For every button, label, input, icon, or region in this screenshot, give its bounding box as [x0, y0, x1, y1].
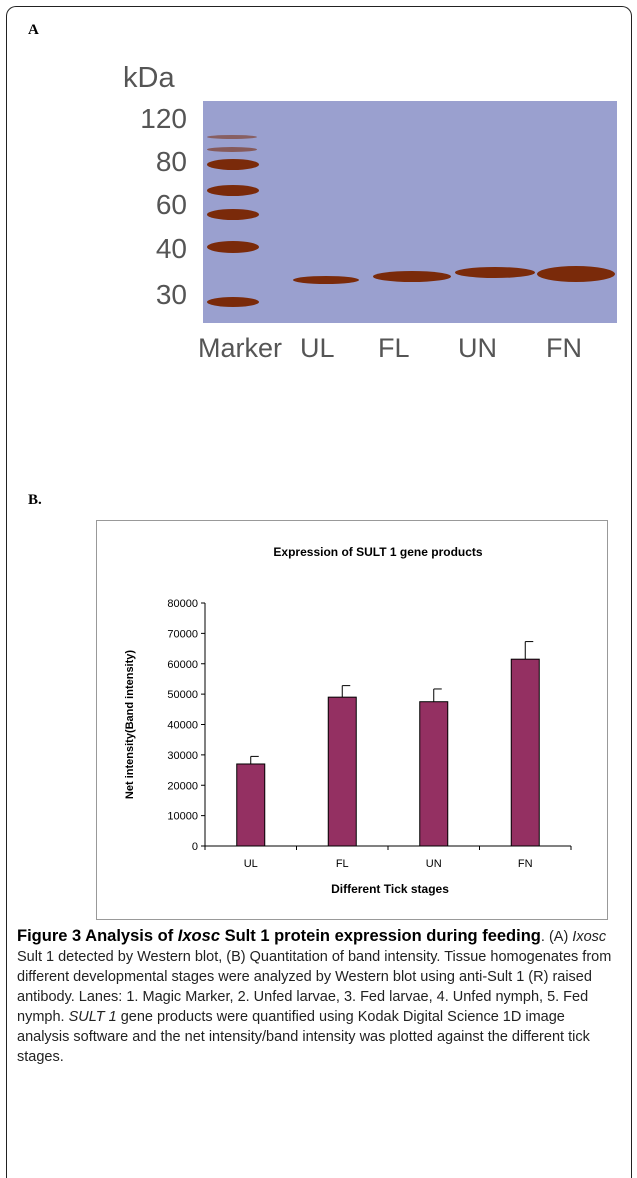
mw-label-30: 30: [155, 279, 187, 310]
marker-band: [207, 241, 259, 253]
chart-title: Expression of SULT 1 gene products: [273, 545, 482, 559]
marker-band: [207, 147, 257, 152]
caption-body-gene: SULT 1: [68, 1009, 117, 1025]
caption-title: Figure 3 Analysis of Ixosc Sult 1 protei…: [17, 927, 541, 945]
bar-ul: [236, 763, 266, 847]
x-tick-label: FN: [518, 858, 533, 870]
y-tick-label: 40000: [167, 720, 198, 732]
band-un: [455, 267, 535, 278]
x-axis-label: Different Tick stages: [331, 882, 449, 896]
lane-label-un: UN: [458, 333, 497, 363]
mw-label-40: 40: [155, 233, 187, 264]
bar-fn: [510, 658, 540, 847]
x-tick-label: FL: [336, 858, 349, 870]
figure-caption: Figure 3 Analysis of Ixosc Sult 1 protei…: [17, 927, 612, 1065]
western-blot-image: [203, 101, 617, 323]
caption-body-1: Sult 1 detected by Western blot, (B) Qua…: [17, 949, 612, 1025]
caption-title-pre: Analysis of: [85, 927, 178, 945]
band-ul: [293, 276, 359, 284]
bar-chart: Expression of SULT 1 gene products 0 10000…: [96, 520, 608, 920]
band-fn: [537, 266, 615, 282]
y-tick-label: 30000: [167, 750, 198, 762]
mw-label-60: 60: [155, 189, 187, 220]
caption-title-species: Ixosc: [177, 927, 220, 945]
bar-fl: [327, 696, 357, 847]
y-tick-label: 0: [192, 841, 198, 853]
marker-band: [207, 209, 259, 220]
lane-label-ul: UL: [300, 333, 335, 363]
marker-band: [207, 297, 259, 307]
panel-b-label: B.: [28, 492, 42, 508]
caption-fig-label: Figure 3: [17, 927, 82, 945]
bar-chart-svg: Expression of SULT 1 gene products 0 10000…: [124, 545, 572, 896]
lane-label-fn: FN: [546, 333, 582, 363]
band-fl: [373, 271, 451, 282]
y-tick-label: 20000: [167, 780, 198, 792]
lane-label-marker: Marker: [198, 333, 283, 363]
marker-band: [207, 135, 257, 139]
y-tick-label: 70000: [167, 628, 198, 640]
x-tick-label: UN: [426, 858, 442, 870]
caption-title-post: Sult 1 protein expression during feeding: [220, 927, 541, 945]
caption-body-2: gene products were quantified using Koda…: [17, 1009, 590, 1065]
x-tick-label: UL: [244, 858, 258, 870]
panel-a-label: A: [28, 22, 39, 38]
mw-label-80: 80: [155, 146, 187, 177]
y-tick-label: 10000: [167, 811, 198, 823]
y-tick-label: 50000: [167, 689, 198, 701]
mw-label-120: 120: [140, 103, 187, 134]
y-tick-label: 80000: [167, 598, 198, 610]
caption-body-prefix: (A): [548, 929, 573, 945]
bar-un: [419, 701, 449, 847]
figure-frame: [6, 6, 632, 1178]
marker-band: [207, 159, 259, 170]
y-tick-label: 60000: [167, 659, 198, 671]
lane-label-fl: FL: [378, 333, 410, 363]
marker-band: [207, 185, 259, 196]
caption-body-species: Ixosc: [572, 929, 607, 945]
y-axis-label: Net intensity(Band intensity): [124, 650, 136, 799]
kda-unit-label: kDa: [123, 62, 175, 94]
